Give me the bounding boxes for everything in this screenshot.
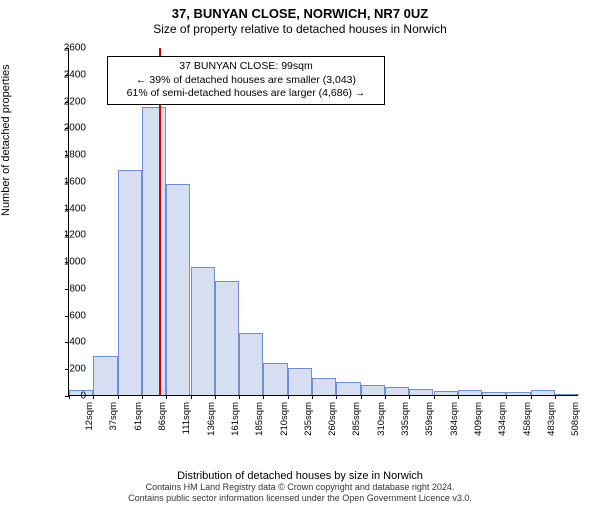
histogram-bar — [312, 378, 336, 395]
xtick-label: 185sqm — [254, 402, 265, 436]
xtick-label: 210sqm — [279, 402, 290, 436]
histogram-bar — [142, 107, 166, 395]
ytick-label: 600 — [46, 310, 86, 321]
xtick-label: 260sqm — [327, 402, 338, 436]
histogram-bar — [361, 385, 385, 395]
xtick-label: 12sqm — [84, 402, 95, 431]
attribution-line2: Contains public sector information licen… — [128, 493, 472, 503]
xtick-label: 483sqm — [546, 402, 557, 436]
xtick-mark — [239, 395, 240, 399]
xtick-label: 235sqm — [303, 402, 314, 436]
xtick-label: 61sqm — [133, 402, 144, 431]
ytick-label: 2200 — [46, 96, 86, 107]
annotation-box: 37 BUNYAN CLOSE: 99sqm ← 39% of detached … — [107, 56, 385, 105]
xtick-mark — [409, 395, 410, 399]
xtick-label: 37sqm — [108, 402, 119, 431]
chart-title-line1: 37, BUNYAN CLOSE, NORWICH, NR7 0UZ — [0, 6, 600, 21]
xtick-mark — [312, 395, 313, 399]
histogram-bar — [458, 390, 482, 395]
histogram-bar — [555, 394, 579, 395]
ytick-label: 0 — [46, 391, 86, 402]
xtick-mark — [93, 395, 94, 399]
xtick-mark — [434, 395, 435, 399]
xtick-label: 384sqm — [449, 402, 460, 436]
histogram-bar — [506, 392, 530, 395]
xtick-mark — [531, 395, 532, 399]
xtick-mark — [385, 395, 386, 399]
xtick-label: 86sqm — [157, 402, 168, 431]
ytick-label: 200 — [46, 364, 86, 375]
xtick-mark — [458, 395, 459, 399]
xtick-label: 335sqm — [400, 402, 411, 436]
ytick-label: 1200 — [46, 230, 86, 241]
xtick-mark — [215, 395, 216, 399]
ytick-label: 1800 — [46, 150, 86, 161]
plot-area: 37 BUNYAN CLOSE: 99sqm ← 39% of detached … — [68, 48, 578, 396]
xtick-label: 285sqm — [351, 402, 362, 436]
xtick-label: 508sqm — [570, 402, 581, 436]
ytick-label: 400 — [46, 337, 86, 348]
histogram-bar — [239, 333, 263, 395]
xtick-mark — [142, 395, 143, 399]
histogram-bar — [434, 391, 458, 395]
ytick-label: 800 — [46, 283, 86, 294]
xtick-mark — [118, 395, 119, 399]
histogram-bar — [482, 392, 506, 395]
ytick-label: 2600 — [46, 43, 86, 54]
xtick-label: 111sqm — [181, 402, 192, 434]
histogram-bar — [385, 387, 409, 395]
ytick-label: 1400 — [46, 203, 86, 214]
xtick-label: 434sqm — [497, 402, 508, 436]
histogram-bar — [93, 356, 117, 395]
xtick-mark — [336, 395, 337, 399]
histogram-bar — [118, 170, 142, 395]
histogram-bar — [409, 389, 433, 395]
attribution: Contains HM Land Registry data © Crown c… — [0, 482, 600, 504]
histogram-bar — [166, 184, 190, 395]
xtick-mark — [361, 395, 362, 399]
xtick-label: 161sqm — [230, 402, 241, 436]
histogram-bar — [215, 281, 239, 395]
xtick-label: 409sqm — [473, 402, 484, 436]
xtick-label: 458sqm — [522, 402, 533, 436]
xtick-mark — [506, 395, 507, 399]
histogram-bar — [191, 267, 215, 395]
ytick-label: 1000 — [46, 257, 86, 268]
x-axis-label: Distribution of detached houses by size … — [0, 470, 600, 482]
annot-line1: 37 BUNYAN CLOSE: 99sqm — [179, 60, 312, 72]
xtick-label: 310sqm — [376, 402, 387, 436]
xtick-mark — [191, 395, 192, 399]
ytick-label: 2400 — [46, 69, 86, 80]
xtick-mark — [263, 395, 264, 399]
histogram-bar — [288, 368, 312, 395]
chart-title-line2: Size of property relative to detached ho… — [0, 22, 600, 36]
xtick-mark — [482, 395, 483, 399]
ytick-label: 1600 — [46, 176, 86, 187]
annot-line2: ← 39% of detached houses are smaller (3,… — [136, 74, 356, 86]
histogram-bar — [263, 363, 287, 395]
xtick-mark — [555, 395, 556, 399]
xtick-mark — [166, 395, 167, 399]
histogram-bar — [531, 390, 555, 395]
attribution-line1: Contains HM Land Registry data © Crown c… — [146, 482, 455, 492]
ytick-label: 2000 — [46, 123, 86, 134]
histogram-bar — [336, 382, 360, 395]
y-axis-label: Number of detached properties — [0, 64, 12, 216]
xtick-mark — [288, 395, 289, 399]
xtick-label: 359sqm — [424, 402, 435, 436]
annot-line3: 61% of semi-detached houses are larger (… — [127, 87, 366, 99]
xtick-label: 136sqm — [206, 402, 217, 436]
